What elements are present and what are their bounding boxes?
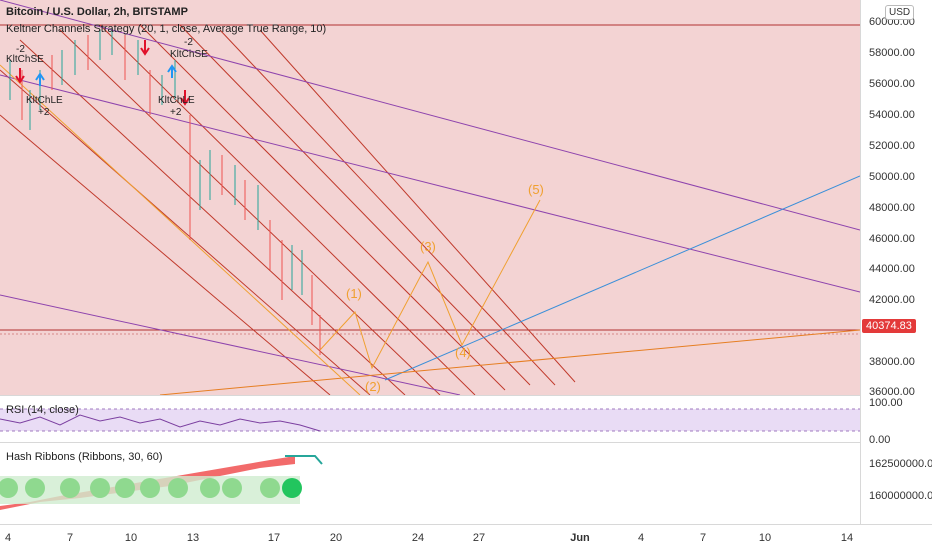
- pane-separator[interactable]: [0, 442, 932, 443]
- channel-line: [179, 24, 531, 386]
- rsi-line: [0, 414, 321, 432]
- symbol-title: Bitcoin / U.S. Dollar, 2h, BITSTAMP: [6, 6, 188, 18]
- short-arrow-icon: [15, 68, 25, 84]
- ribbon-dots: [0, 478, 280, 498]
- long-arrow-icon: [167, 64, 177, 78]
- channel-line: [139, 24, 506, 391]
- price-axis[interactable]: 60000.00 58000.00 56000.00 54000.00 5200…: [860, 0, 932, 524]
- time-tick: 20: [329, 532, 343, 544]
- price-tick: 54000.00: [869, 109, 915, 121]
- currency-button[interactable]: USD: [885, 5, 915, 20]
- purple-trend-lines: [0, 0, 860, 395]
- channel-line: [219, 29, 556, 386]
- short-arrow-icon: [140, 40, 150, 56]
- hash-tick: 160000000.00: [869, 490, 932, 502]
- time-tick: 13: [186, 532, 200, 544]
- price-tick: 48000.00: [869, 202, 915, 214]
- time-tick: 7: [66, 532, 74, 544]
- price-tick: 52000.00: [869, 140, 915, 152]
- hash-ribbons-canvas: [0, 455, 323, 510]
- wave-label-1: (1): [346, 286, 362, 301]
- channel-lines: [0, 24, 576, 395]
- time-axis[interactable]: 4 7 10 13 17 20 24 27 Jun 4 7 10 14: [0, 524, 932, 551]
- price-tick: 58000.00: [869, 47, 915, 59]
- hash-ribbons-legend[interactable]: Hash Ribbons (Ribbons, 30, 60): [6, 451, 163, 463]
- price-tick: 36000.00: [869, 386, 915, 398]
- price-tick: 56000.00: [869, 78, 915, 90]
- long-arrow-icon: [35, 72, 45, 86]
- channel-line: [59, 29, 441, 395]
- wave-label-5: (5): [528, 182, 544, 197]
- rsi-tick: 0.00: [869, 434, 891, 446]
- time-tick: 7: [699, 532, 707, 544]
- signal-qty-label: -2: [16, 44, 25, 55]
- time-tick: 14: [840, 532, 854, 544]
- price-tick: 42000.00: [869, 294, 915, 306]
- purple-trend-line: [0, 294, 461, 395]
- elliott-wave-path: [319, 199, 541, 370]
- short-arrow-icon: [180, 90, 190, 106]
- rsi-legend[interactable]: RSI (14, close): [6, 404, 79, 416]
- signal-short-label: KltChSE: [170, 49, 208, 60]
- time-tick: 27: [472, 532, 486, 544]
- orange-channel-line: [0, 64, 361, 395]
- rsi-band: [0, 409, 860, 431]
- purple-trend-line: [0, 0, 860, 231]
- price-tick: 44000.00: [869, 263, 915, 275]
- signal-qty-label: +2: [170, 107, 182, 118]
- hash-ribbons-pane[interactable]: Hash Ribbons (Ribbons, 30, 60): [0, 444, 860, 524]
- ribbon-green-line: [285, 455, 323, 465]
- purple-trend-line: [0, 74, 860, 293]
- price-tick: 38000.00: [869, 356, 915, 368]
- time-tick: 17: [267, 532, 281, 544]
- channel-line: [0, 69, 371, 395]
- hash-tick: 162500000.00: [869, 458, 932, 470]
- channel-line: [0, 114, 331, 395]
- signal-short-label: KltChSE: [6, 54, 44, 65]
- price-chart-canvas[interactable]: (1) (2) (3) (4) (5) KltChSE -2 KltChLE +…: [0, 0, 860, 395]
- wave-label-3: (3): [420, 239, 436, 254]
- candlesticks: [9, 28, 321, 355]
- strategy-legend[interactable]: Keltner Channels Strategy (20, 1, close,…: [6, 23, 327, 35]
- wave-label-2: (2): [365, 379, 381, 394]
- pane-separator[interactable]: [0, 395, 932, 396]
- time-tick: 4: [637, 532, 645, 544]
- price-tick: 50000.00: [869, 171, 915, 183]
- channel-line: [99, 24, 476, 395]
- time-tick: 10: [124, 532, 138, 544]
- rsi-pane[interactable]: RSI (14, close): [0, 397, 860, 442]
- signal-long-label: KltChLE: [158, 95, 195, 106]
- time-tick: 10: [758, 532, 772, 544]
- channel-line: [19, 39, 406, 395]
- rsi-tick: 100.00: [869, 397, 903, 409]
- time-tick: 24: [411, 532, 425, 544]
- orange-trend-line: [159, 329, 860, 395]
- channel-line: [259, 29, 576, 383]
- strategy-signals: KltChSE -2 KltChLE +2 KltChSE -2 KltChLE…: [6, 37, 208, 118]
- blue-trend-line: [384, 175, 860, 381]
- time-tick: 4: [4, 532, 12, 544]
- wave-label-4: (4): [455, 345, 471, 360]
- rsi-canvas: [0, 408, 860, 432]
- main-chart-pane[interactable]: (1) (2) (3) (4) (5) KltChSE -2 KltChLE +…: [0, 0, 860, 395]
- signal-qty-label: +2: [38, 107, 50, 118]
- signal-qty-label: -2: [184, 37, 193, 48]
- ribbon-signal-dot: [282, 478, 302, 498]
- current-price-label: 40374.83: [862, 319, 916, 333]
- price-tick: 46000.00: [869, 233, 915, 245]
- time-tick: Jun: [570, 532, 590, 544]
- signal-long-label: KltChLE: [26, 95, 63, 106]
